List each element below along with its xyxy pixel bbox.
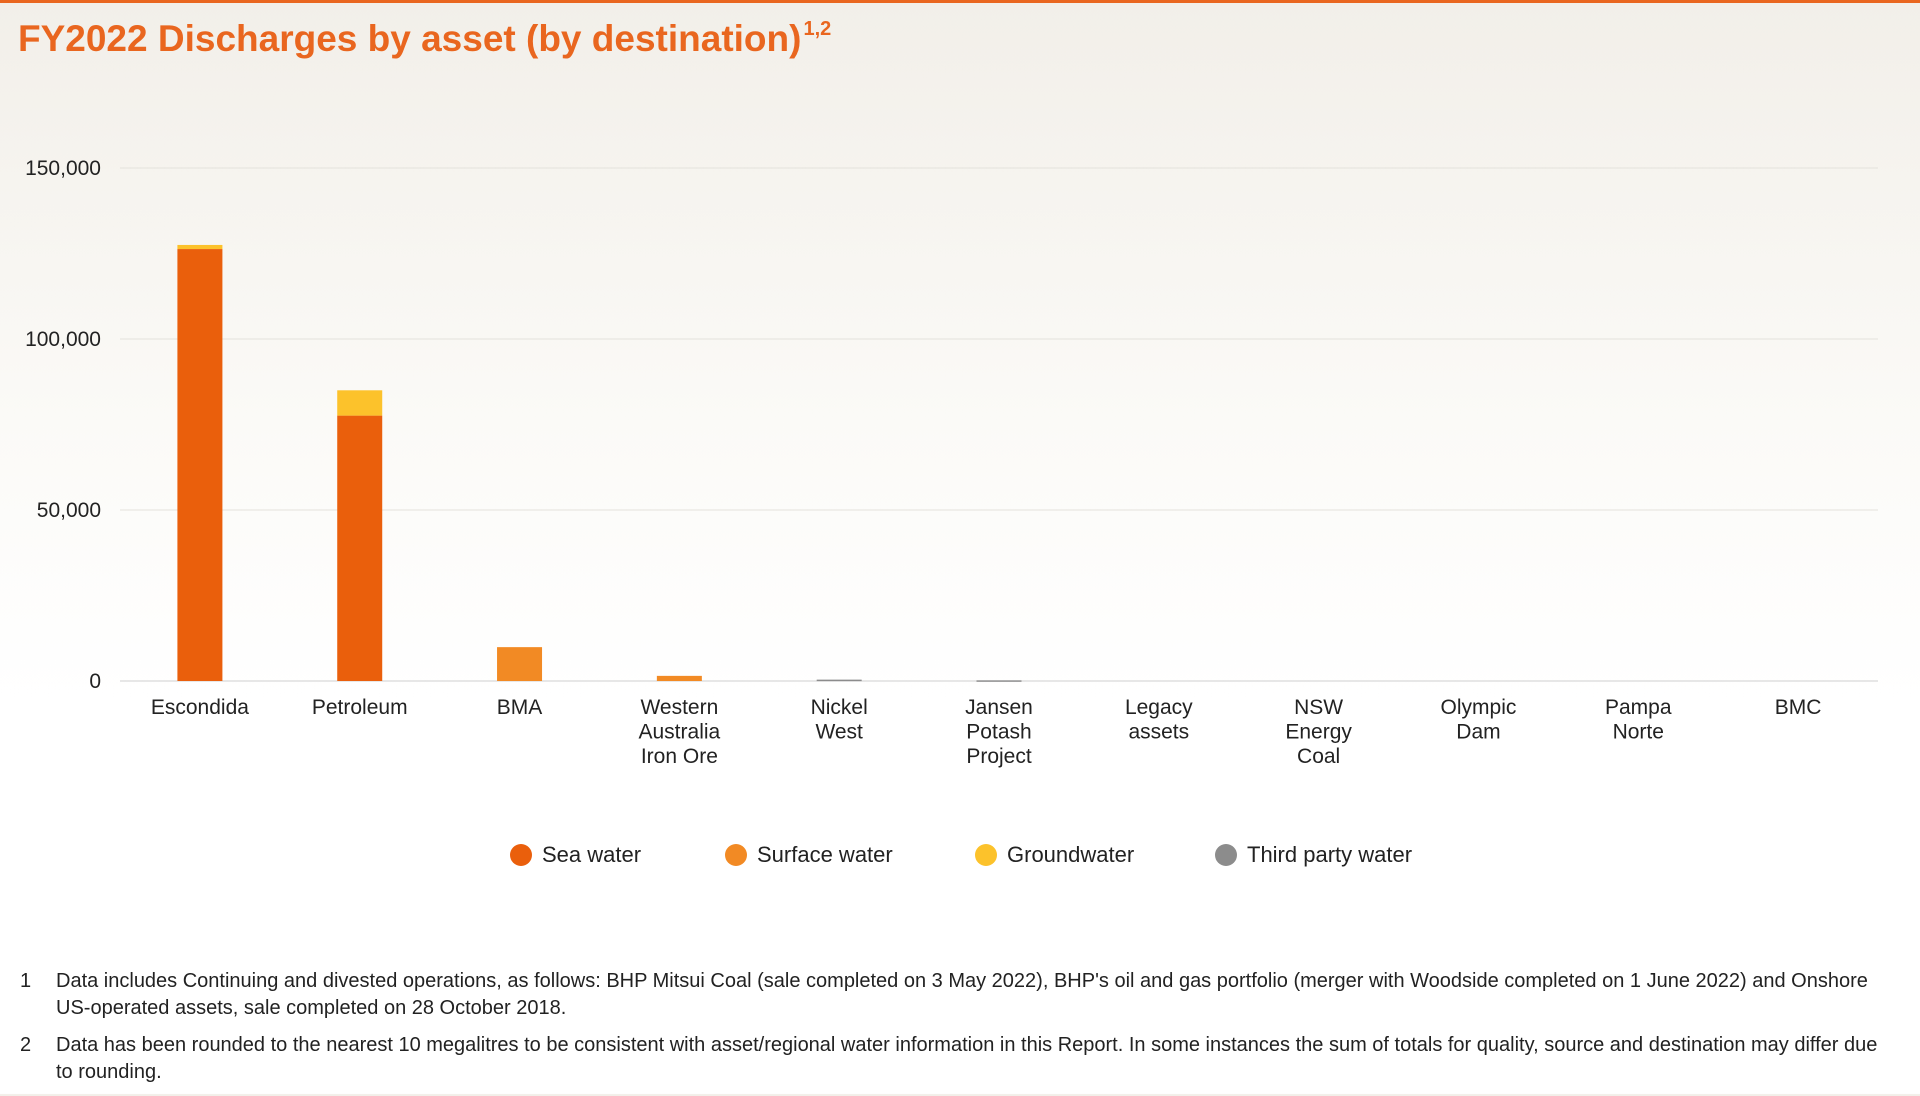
- bar-segment: [976, 680, 1022, 682]
- chart-title-text: FY2022 Discharges by asset (by destinati…: [18, 18, 802, 59]
- bar-segment: [177, 249, 223, 681]
- legend-swatch-third-party-water: [1215, 844, 1237, 866]
- bar-segment: [337, 415, 383, 681]
- footnote-text: Data has been rounded to the nearest 10 …: [56, 1034, 1878, 1083]
- bar-segment: [337, 390, 383, 416]
- legend-label-groundwater: Groundwater: [1007, 842, 1135, 867]
- bar-segment: [656, 675, 702, 681]
- legend-label-third-party-water: Third party water: [1247, 842, 1413, 867]
- legend-swatch-surface-water: [725, 844, 747, 866]
- y-tick-label: 50,000: [37, 499, 101, 522]
- footnote-2: 2 Data has been rounded to the nearest 1…: [20, 1032, 1890, 1086]
- x-tick-label: Escondida: [151, 696, 249, 719]
- bar-segment: [497, 647, 543, 681]
- legend: Sea water Surface water Groundwater Thir…: [0, 842, 1920, 872]
- x-tick-label: BMA: [497, 696, 543, 719]
- x-tick-label: Nickel West: [811, 696, 868, 744]
- x-tick-label: NSW Energy Coal: [1285, 696, 1352, 768]
- legend-swatch-groundwater: [975, 844, 997, 866]
- y-tick-label: 0: [89, 670, 101, 693]
- top-rule: [0, 0, 1920, 3]
- footnote-number: 2: [20, 1034, 32, 1056]
- title-superscript: 1,2: [803, 18, 832, 40]
- y-tick-label: 100,000: [25, 328, 101, 351]
- y-axis-ticks: 0 50,000 100,000 150,000: [25, 157, 101, 693]
- footnotes: 1 Data includes Continuing and divested …: [20, 968, 1890, 1096]
- x-axis-labels: Escondida Petroleum BMA Western Australia Iro…: [151, 696, 1822, 768]
- legend-item-groundwater: Groundwater: [975, 842, 1134, 868]
- legend-item-surface-water: Surface water: [725, 842, 893, 868]
- footnote-text: Data includes Continuing and divested op…: [56, 970, 1868, 1019]
- bar-segment: [177, 244, 223, 250]
- bar-chart: 0 50,000 100,000 150,000 Escondida Petroleum…: [25, 157, 1878, 768]
- x-tick-label: Petroleum: [312, 696, 408, 719]
- y-tick-label: 150,000: [25, 157, 101, 180]
- gridlines: [120, 167, 1878, 682]
- footnote-number: 1: [20, 970, 32, 992]
- x-tick-label: Pampa Norte: [1605, 696, 1672, 744]
- legend-swatch-sea-water: [510, 844, 532, 866]
- footnote-1: 1 Data includes Continuing and divested …: [20, 968, 1890, 1022]
- legend-item-third-party-water: Third party water: [1215, 842, 1412, 868]
- legend-label-surface-water: Surface water: [757, 842, 893, 867]
- chart-title: FY2022 Discharges by asset (by destinati…: [18, 18, 831, 60]
- legend-label-sea-water: Sea water: [542, 842, 642, 867]
- x-tick-label: Legacy assets: [1125, 696, 1193, 744]
- x-tick-label: Western Australia Iron Ore: [639, 696, 721, 768]
- x-tick-label: BMC: [1775, 696, 1822, 719]
- x-tick-label: Jansen Potash Project: [965, 696, 1033, 768]
- bars: [177, 244, 1022, 682]
- x-tick-label: Olympic Dam: [1441, 696, 1517, 744]
- bar-segment: [816, 679, 862, 682]
- legend-item-sea-water: Sea water: [510, 842, 641, 868]
